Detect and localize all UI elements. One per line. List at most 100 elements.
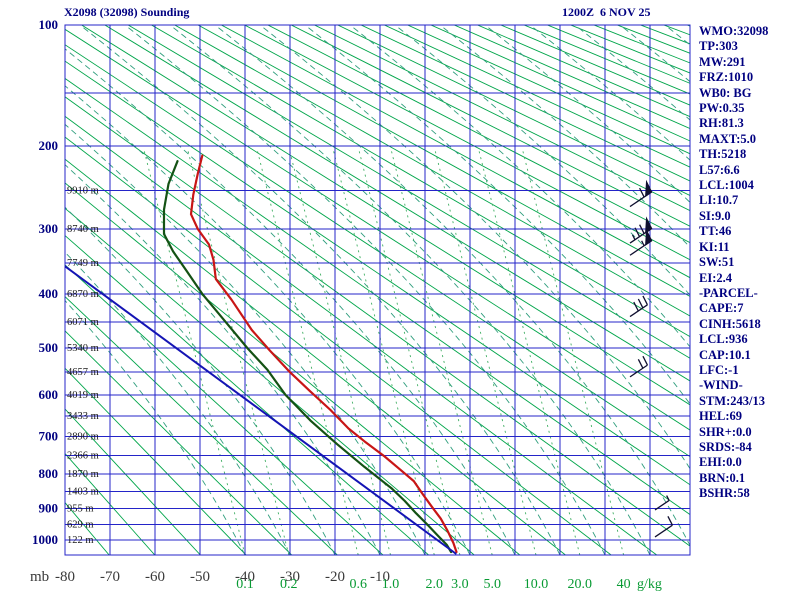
dry-adiabat-line [65,136,612,555]
sounding-datetime: 1200Z 6 NOV 25 [562,5,651,19]
moist-adiabat-line [124,25,606,555]
dry-adiabat-line [65,408,201,555]
wind-barb-full [634,227,641,237]
pressure-tick-label: 1000 [32,532,58,547]
moist-adiabat-line [214,25,690,547]
stat-line: LI:10.7 [699,193,739,208]
dry-adiabat-line [173,25,690,317]
height-label: 2366 m [67,451,99,462]
dry-adiabat-line [290,25,690,227]
stat-line: LFC:-1 [699,362,739,377]
stat-line: PW:0.35 [699,101,745,116]
dry-adiabat-line [336,25,690,197]
dry-adiabat-line [592,25,690,64]
temp-tick-label: -60 [145,569,165,585]
mixing-ratio-label: 10.0 [524,577,549,592]
height-label: 955 m [67,503,94,514]
temp-tick-label: -30 [280,569,300,585]
dry-adiabat-line [65,96,690,547]
stat-line: CAPE:7 [699,301,744,316]
wind-barb [629,355,649,378]
stat-line: SRDS:-84 [699,439,752,454]
stat-line: MAXT:5.0 [699,131,757,146]
temp-tick-label: -40 [235,569,255,585]
moist-adiabat-line [65,123,426,555]
moist-adiabat-line [484,25,690,204]
stat-line: STM:243/13 [699,393,765,408]
mixing-ratio-label: 3.0 [451,577,469,592]
isobar-gridlines [65,24,690,556]
wind-barb-full [639,187,645,198]
dry-adiabat-line [65,44,690,458]
wind-barb [629,179,653,208]
moist-adiabat-line [65,48,516,555]
moist-adiabat-line [304,25,690,405]
stat-line: -PARCEL- [699,285,758,300]
mixing-ratio-line [522,149,625,555]
stat-line: HEL:69 [699,409,743,424]
dry-adiabat-line [65,28,690,431]
dry-adiabat-line [65,207,475,555]
dry-adiabat-line [127,25,690,359]
pressure-tick-label: 900 [39,500,59,515]
mixing-ratio-label: 5.0 [483,577,501,592]
wind-barb-full [642,355,649,366]
dewpoint-curve [162,160,453,554]
moist-adiabat-line [65,164,381,555]
wind-barb-flag [645,179,653,198]
wind-barb-half [631,234,636,241]
moist-adiabat-line [394,25,690,296]
mixing-ratio-label: 0.1 [236,577,254,592]
wind-barb-staff [654,499,670,511]
mixing-ratio-label: 40 [617,577,631,592]
stat-line: EHI:0.0 [699,455,742,470]
moist-adiabat-line [65,206,336,555]
height-label: 6870 m [67,289,99,300]
dry-adiabat-line [65,115,658,555]
stat-line: CAP:10.1 [699,347,751,362]
wind-barb-full [639,224,645,234]
temperature-curve [189,154,458,554]
height-label: 4657 m [67,367,99,378]
stat-line: KI:11 [699,239,730,254]
stats-panel: WMO:32098 TP:303 MW:291 FRZ:1010 WB0: BG PW:0… [699,24,768,502]
stat-line: BRN:0.1 [699,470,746,485]
wind-barb-flag [645,216,653,234]
pressure-tick-label: 500 [39,340,59,355]
dry-adiabat-line [150,25,690,338]
pressure-axis: 100 200 300 400 500 600 700 800 900 1000 mb [30,17,58,585]
mixing-ratio-unit-label: g/kg [637,577,662,592]
wind-barb-staff [654,524,673,538]
height-label: 6071 m [67,317,99,328]
height-label: 4019 m [67,390,99,401]
stat-line: SW:51 [699,255,735,270]
temp-tick-label: -10 [370,569,390,585]
dry-adiabat-line [65,158,566,555]
dry-adiabat-line [65,367,247,555]
height-labels: 9910 m 8740 m 7749 m 6870 m 6071 m 5340 m 4657… [67,186,99,546]
stat-line: EI:2.4 [699,270,732,285]
pressure-tick-label: 200 [39,138,59,153]
dry-adiabat-line [406,25,690,155]
dry-adiabat-line [104,25,690,382]
pressure-tick-label: 800 [39,466,59,481]
stat-line: CINH:5618 [699,316,761,331]
moist-adiabats [65,25,690,555]
dry-adiabat-line [476,25,690,118]
wind-barb-full [667,515,674,526]
wind-barb [629,216,653,244]
height-label: 629 m [67,519,94,530]
stat-line: FRZ:1010 [699,70,754,85]
dry-adiabat-line [243,25,690,261]
height-label: 8740 m [67,224,99,235]
temp-tick-label: -80 [55,569,75,585]
dry-adiabat-line [639,25,690,45]
wind-barb [654,495,670,511]
pressure-tick-label: 700 [39,428,59,443]
dry-adiabat-line [65,182,521,555]
stat-line: RH:81.3 [699,116,744,131]
stat-line: TT:46 [699,224,732,239]
dry-adiabat-line [383,25,690,168]
mixing-ratio-line [478,149,581,555]
temp-tick-label: -70 [100,569,120,585]
